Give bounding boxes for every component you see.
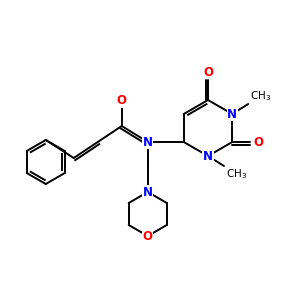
Text: N: N <box>143 136 153 148</box>
Text: N: N <box>143 185 153 199</box>
Text: O: O <box>203 65 213 79</box>
Text: CH$_3$: CH$_3$ <box>226 167 247 181</box>
Text: N: N <box>227 107 237 121</box>
Text: O: O <box>253 136 263 148</box>
Text: CH$_3$: CH$_3$ <box>250 89 272 103</box>
Text: O: O <box>143 230 153 242</box>
Text: N: N <box>203 149 213 163</box>
Text: O: O <box>117 94 127 107</box>
